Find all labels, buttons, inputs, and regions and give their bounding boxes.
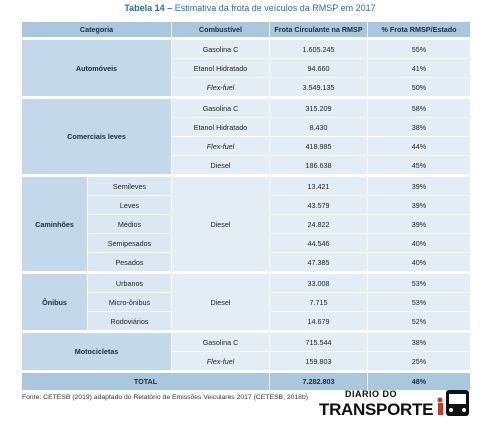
fleet-cell: 3.549.135 bbox=[270, 78, 367, 96]
fleet-cell: 418.985 bbox=[270, 137, 367, 155]
subcategory-cell: Leves bbox=[88, 196, 171, 214]
header-cell: Combustível bbox=[172, 22, 269, 37]
logo-line: DIÁRIO DO bbox=[345, 389, 398, 399]
header-cell: Frota Circulante na RMSP bbox=[270, 22, 367, 37]
category-cell: Caminhões bbox=[22, 177, 87, 271]
category-cell: Motocicletas bbox=[22, 333, 171, 370]
source-note: Fonte: CETESB (2019) adaptado do Relatór… bbox=[22, 394, 309, 401]
fleet-cell: 14.679 bbox=[270, 312, 367, 330]
fuel-cell: Gasolina C bbox=[172, 40, 269, 58]
percent-cell: 52% bbox=[368, 312, 470, 330]
fleet-cell: 94.660 bbox=[270, 59, 367, 77]
header-cell: Categoria bbox=[22, 22, 171, 37]
title-text: Estimativa da frota de veículos da RMSP … bbox=[174, 3, 376, 13]
fleet-cell: 24.822 bbox=[270, 215, 367, 233]
subcategory-cell: Rodoviários bbox=[88, 312, 171, 330]
subcategory-cell: Urbanos bbox=[88, 274, 171, 292]
percent-cell: 50% bbox=[368, 78, 470, 96]
category-cell: Ônibus bbox=[22, 274, 87, 330]
percent-cell: 39% bbox=[368, 215, 470, 233]
fuel-cell: Etanol Hidratado bbox=[172, 59, 269, 77]
fleet-cell: 8.430 bbox=[270, 118, 367, 136]
subcategory-cell: Semileves bbox=[88, 177, 171, 195]
fleet-cell: 7.715 bbox=[270, 293, 367, 311]
percent-cell: 38% bbox=[368, 118, 470, 136]
total-fleet: 7.282.803 bbox=[270, 373, 367, 390]
total-label: TOTAL bbox=[22, 373, 269, 390]
fuel-cell: Gasolina C bbox=[172, 333, 269, 351]
percent-cell: 53% bbox=[368, 293, 470, 311]
category-cell: Comerciais leves bbox=[22, 99, 171, 174]
percent-cell: 39% bbox=[368, 196, 470, 214]
percent-cell: 40% bbox=[368, 253, 470, 271]
percent-cell: 53% bbox=[368, 274, 470, 292]
category-cell: Automóveis bbox=[22, 40, 171, 96]
subcategory-cell: Micro-ônibus bbox=[88, 293, 171, 311]
percent-cell: 44% bbox=[368, 137, 470, 155]
fleet-cell: 13.421 bbox=[270, 177, 367, 195]
fuel-cell: Flex-fuel bbox=[172, 137, 269, 155]
percent-cell: 40% bbox=[368, 234, 470, 252]
percent-cell: 55% bbox=[368, 40, 470, 58]
logo-line: TRANSPORTE bbox=[319, 400, 434, 419]
percent-cell: 45% bbox=[368, 156, 470, 174]
fleet-cell: 43.579 bbox=[270, 196, 367, 214]
fuel-cell: Diesel bbox=[172, 156, 269, 174]
title-label: Tabela 14 – bbox=[124, 3, 173, 13]
bus-icon bbox=[437, 390, 469, 416]
total-percent: 48% bbox=[368, 373, 470, 390]
fuel-cell: Flex-fuel bbox=[172, 352, 269, 370]
percent-cell: 58% bbox=[368, 99, 470, 117]
fuel-cell: Flex-fuel bbox=[172, 78, 269, 96]
fleet-cell: 33.008 bbox=[270, 274, 367, 292]
percent-cell: 39% bbox=[368, 177, 470, 195]
fleet-cell: 44.546 bbox=[270, 234, 367, 252]
table-title: Tabela 14 – Estimativa da frota de veícu… bbox=[0, 3, 500, 13]
fleet-cell: 315.209 bbox=[270, 99, 367, 117]
subcategory-cell: Semipesados bbox=[88, 234, 171, 252]
percent-cell: 38% bbox=[368, 333, 470, 351]
fleet-cell: 186.638 bbox=[270, 156, 367, 174]
fuel-cell: Diesel bbox=[172, 177, 269, 271]
fleet-cell: 1.605.245 bbox=[270, 40, 367, 58]
fuel-cell: Etanol Hidratado bbox=[172, 118, 269, 136]
subcategory-cell: Pesados bbox=[88, 253, 171, 271]
percent-cell: 25% bbox=[368, 352, 470, 370]
header-cell: % Frota RMSP/Estado bbox=[368, 22, 470, 37]
fleet-cell: 715.544 bbox=[270, 333, 367, 351]
fleet-cell: 47.385 bbox=[270, 253, 367, 271]
fleet-cell: 159.803 bbox=[270, 352, 367, 370]
subcategory-cell: Médios bbox=[88, 215, 171, 233]
percent-cell: 41% bbox=[368, 59, 470, 77]
fuel-cell: Gasolina C bbox=[172, 99, 269, 117]
fuel-cell: Diesel bbox=[172, 274, 269, 330]
